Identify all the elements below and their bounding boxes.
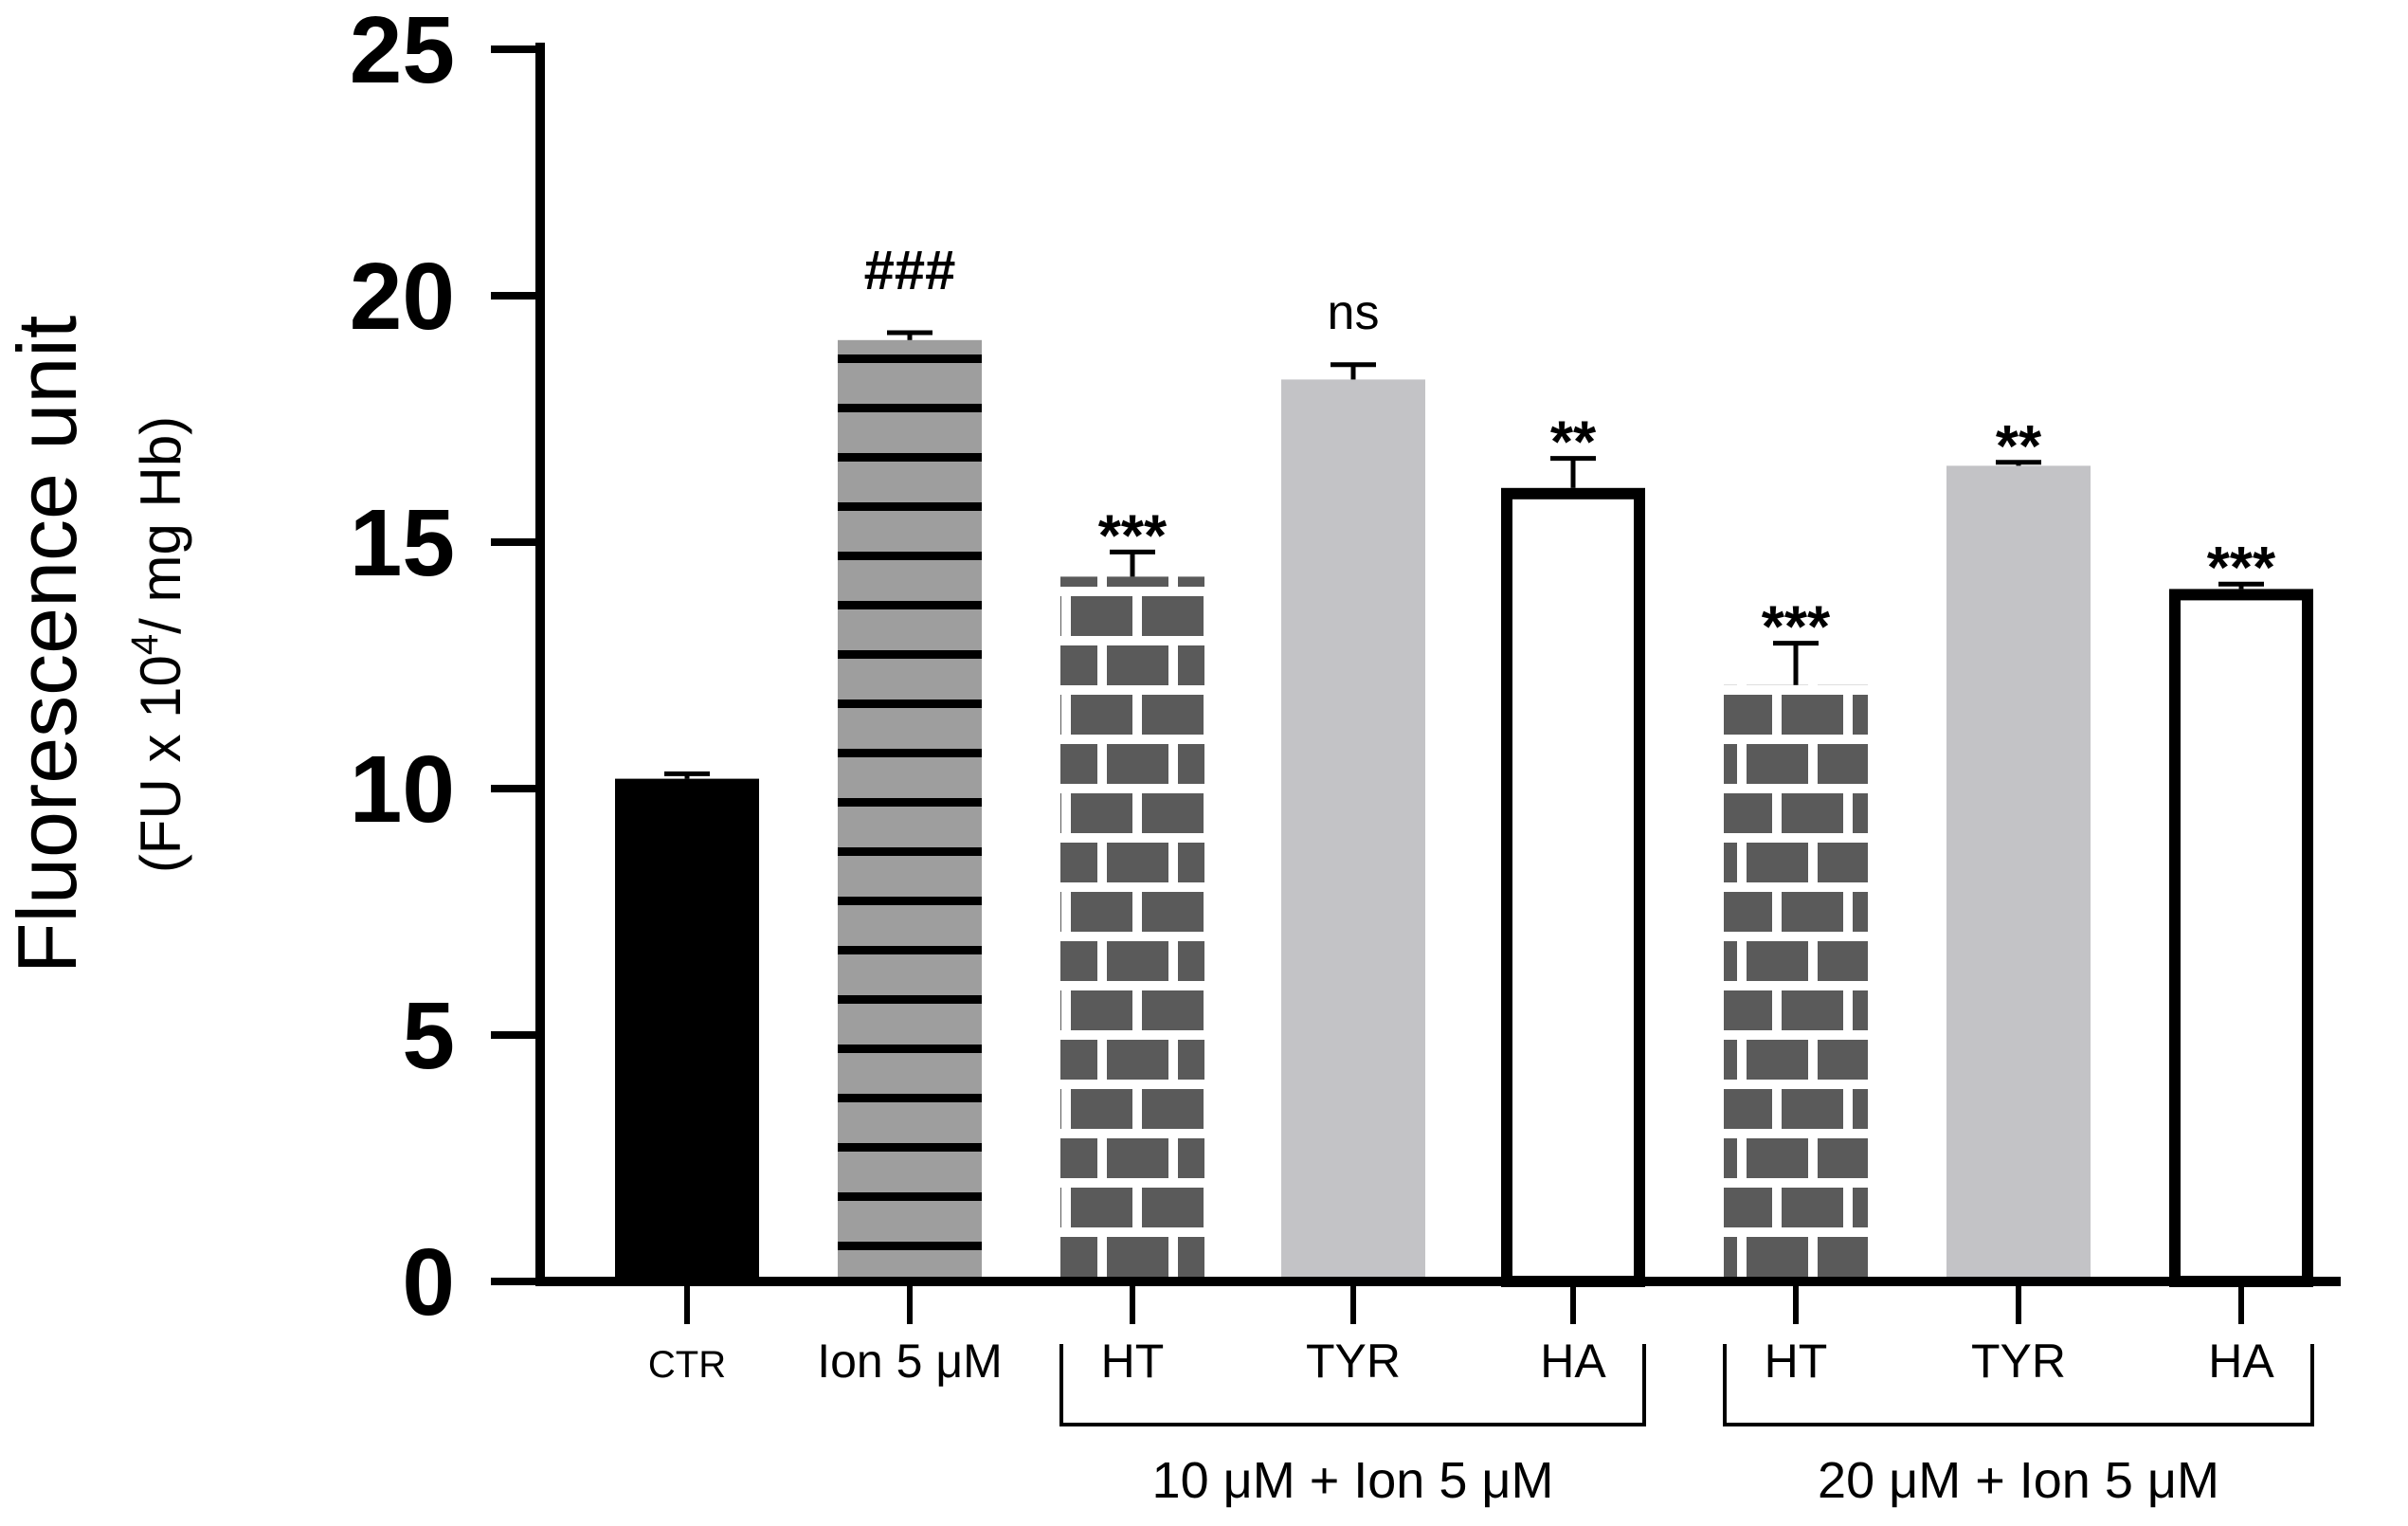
- x-tick-label-2: Ion 5 μM: [817, 1335, 1003, 1388]
- significance-label-8: ***: [2207, 536, 2276, 601]
- significance-label-4: ns: [1328, 285, 1380, 340]
- x-tick-label-7: TYR: [1971, 1335, 2066, 1388]
- y-axis-sublabel: (FU x 104/ mg Hb): [124, 416, 192, 873]
- group-label-2: 20 μM + Ion 5 μM: [1818, 1452, 2219, 1509]
- x-tick-label-5: HA: [1540, 1335, 1606, 1388]
- x-tick-label-1: CTR: [648, 1344, 726, 1386]
- group-bracket-2: [1723, 1344, 2314, 1426]
- y-tick-label-20: 20: [350, 244, 455, 350]
- significance-label-7: **: [1996, 414, 2042, 480]
- y-tick-label-5: 5: [402, 983, 455, 1089]
- bar-1: [615, 778, 759, 1281]
- y-tick-label-25: 25: [350, 0, 455, 103]
- bar-6: [1724, 684, 1868, 1281]
- y-tick-label-10: 10: [350, 736, 455, 843]
- y-tick-label-0: 0: [402, 1229, 455, 1335]
- group-label-1: 10 μM + Ion 5 μM: [1152, 1452, 1554, 1509]
- bar-3: [1060, 576, 1204, 1281]
- bar-2: [838, 339, 982, 1281]
- significance-label-5: **: [1550, 410, 1597, 476]
- x-tick-label-3: HT: [1101, 1335, 1165, 1388]
- y-axis-sublabel-tail: / mg Hb): [129, 416, 192, 634]
- x-tick-label-6: HT: [1765, 1335, 1828, 1388]
- y-axis-label: Fluorescence unit: [0, 316, 94, 974]
- x-tick-label-8: HA: [2208, 1335, 2274, 1388]
- y-axis-sublabel-head: (FU x 10: [129, 655, 192, 873]
- y-tick-label-15: 15: [350, 490, 455, 596]
- group-bracket-1: [1059, 1344, 1646, 1426]
- significance-label-3: ***: [1098, 503, 1168, 569]
- bar-5: [1501, 487, 1645, 1287]
- y-axis-sublabel-sup: 4: [124, 634, 166, 655]
- significance-label-2: ###: [864, 240, 956, 301]
- x-tick-label-4: TYR: [1306, 1335, 1401, 1388]
- significance-label-6: ***: [1762, 595, 1831, 661]
- bar-7: [1946, 465, 2091, 1281]
- bar-8: [2169, 589, 2313, 1287]
- bar-4: [1281, 379, 1425, 1281]
